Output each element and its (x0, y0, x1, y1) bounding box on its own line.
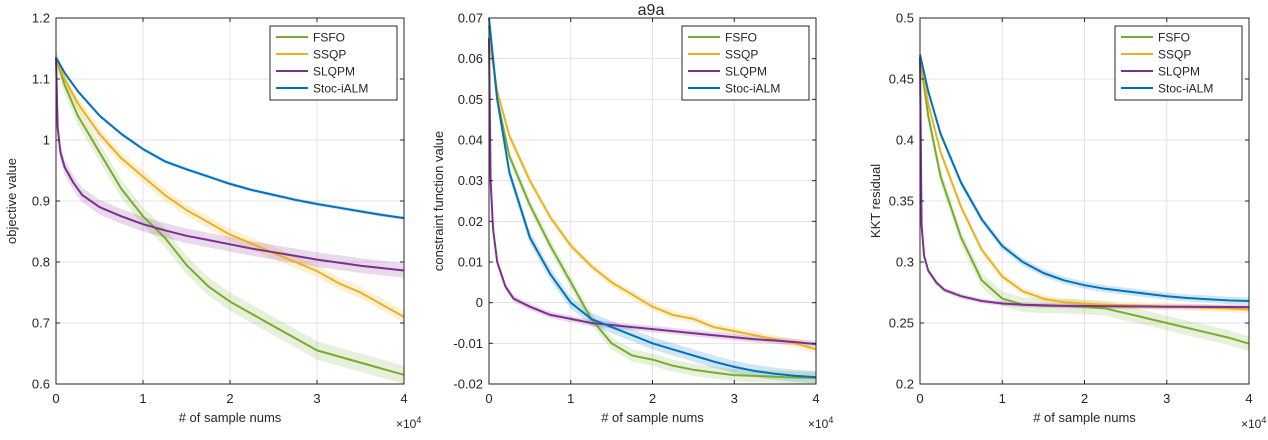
y-tick-label: 1.2 (32, 11, 50, 26)
y-tick-label: 1.1 (32, 72, 50, 87)
x-tick-label: 3 (731, 391, 738, 406)
y-tick-label: -0.01 (453, 336, 483, 351)
y-tick-label: 0.03 (458, 173, 483, 188)
x-tick-label: 0 (485, 391, 492, 406)
y-tick-label: 0.45 (889, 72, 914, 87)
series-line-fsfo (488, 25, 817, 379)
legend-label-slqpm: SLQPM (725, 65, 767, 79)
x-tick-label: 3 (1163, 391, 1170, 406)
x-tick-label: 4 (1245, 391, 1252, 406)
y-axis-label: KKT residual (868, 164, 883, 238)
y-tick-label: 0.6 (32, 377, 50, 392)
y-tick-label: 0.05 (458, 92, 483, 107)
series-line-slqpm (919, 56, 1250, 309)
y-tick-label: 1 (43, 133, 50, 148)
x-exponent-label: ×104 (396, 415, 421, 431)
series-line-stoc-ialm (488, 17, 817, 379)
x-tick-label: 2 (649, 391, 656, 406)
x-tick-label: 1 (567, 391, 574, 406)
legend-label-ssqp: SSQP (1158, 48, 1191, 62)
x-tick-label: 0 (916, 391, 923, 406)
chart-3: 0 1 2 3 4 0.2 0.25 0.3 0.35 0.4 0.45 0.5 # of sample… (868, 11, 1266, 432)
series-line-ssqp (488, 38, 817, 351)
series-line-slqpm (55, 57, 405, 272)
x-tick-label: 1 (999, 391, 1006, 406)
series-line-slqpm (488, 38, 817, 346)
y-tick-label: 0.04 (458, 133, 483, 148)
x-tick-label: 4 (812, 391, 819, 406)
y-tick-label: 0.9 (32, 194, 50, 209)
y-tick-label: 0.01 (458, 255, 483, 270)
figure-title: a9a (638, 2, 665, 19)
y-tick-label: 0.7 (32, 316, 50, 331)
y-tick-label: 0.2 (896, 377, 914, 392)
series-line-fsfo (55, 57, 405, 376)
y-tick-label: -0.02 (453, 377, 483, 392)
legend-label-ssqp: SSQP (725, 48, 758, 62)
x-tick-label: 2 (226, 391, 233, 406)
y-tick-label: 0.02 (458, 214, 483, 229)
legend: FSFO SSQP SLQPM Stoc-iALM (1114, 25, 1243, 101)
x-tick-label: 0 (52, 391, 59, 406)
series-line-stoc-ialm (919, 54, 1250, 302)
legend-label-slqpm: SLQPM (1158, 65, 1200, 79)
x-axis-label: # of sample nums (179, 410, 282, 425)
y-tick-label: 0.06 (458, 51, 483, 66)
y-tick-label: 0.35 (889, 194, 914, 209)
series-line-ssqp (55, 57, 405, 318)
legend-label-stoc-ialm: Stoc-iALM (725, 82, 780, 96)
series-band-slqpm (56, 50, 404, 278)
chart-1: 0 1 2 3 4 0.6 0.7 0.8 0.9 1 1.1 1.2 # of sample nums… (4, 11, 421, 432)
x-tick-label: 4 (400, 391, 407, 406)
x-exponent-label: ×104 (1241, 415, 1266, 431)
legend: FSFO SSQP SLQPM Stoc-iALM (269, 25, 398, 101)
y-axis-label: objective value (4, 158, 19, 244)
legend-label-slqpm: SLQPM (313, 65, 355, 79)
x-tick-label: 2 (1081, 391, 1088, 406)
y-tick-label: 0.4 (896, 133, 914, 148)
y-tick-label: 0.25 (889, 316, 914, 331)
series-line-stoc-ialm (55, 57, 405, 220)
x-tick-label: 3 (313, 391, 320, 406)
chart-2: 0 1 2 3 4 -0.02 -0.01 0 0.01 0.02 0.03 0.04 0.05 0.06… (431, 11, 833, 432)
legend-label-fsfo: FSFO (725, 31, 757, 45)
y-tick-label: 0 (476, 295, 483, 310)
legend-label-stoc-ialm: Stoc-iALM (1158, 82, 1213, 96)
legend-label-stoc-ialm: Stoc-iALM (313, 82, 368, 96)
y-tick-label: 0.8 (32, 255, 50, 270)
y-axis-label: constraint function value (431, 131, 446, 271)
legend-label-fsfo: FSFO (1158, 31, 1190, 45)
y-tick-label: 0.3 (896, 255, 914, 270)
legend-label-fsfo: FSFO (313, 31, 345, 45)
x-exponent-label: ×104 (808, 415, 833, 431)
x-axis-label: # of sample nums (1033, 410, 1136, 425)
series-band-ssqp (56, 51, 404, 323)
x-tick-label: 1 (139, 391, 146, 406)
y-tick-label: 0.5 (896, 11, 914, 26)
legend-label-ssqp: SSQP (313, 48, 346, 62)
y-tick-label: 0.07 (458, 11, 483, 26)
legend: FSFO SSQP SLQPM Stoc-iALM (681, 25, 810, 101)
x-axis-label: # of sample nums (601, 410, 704, 425)
